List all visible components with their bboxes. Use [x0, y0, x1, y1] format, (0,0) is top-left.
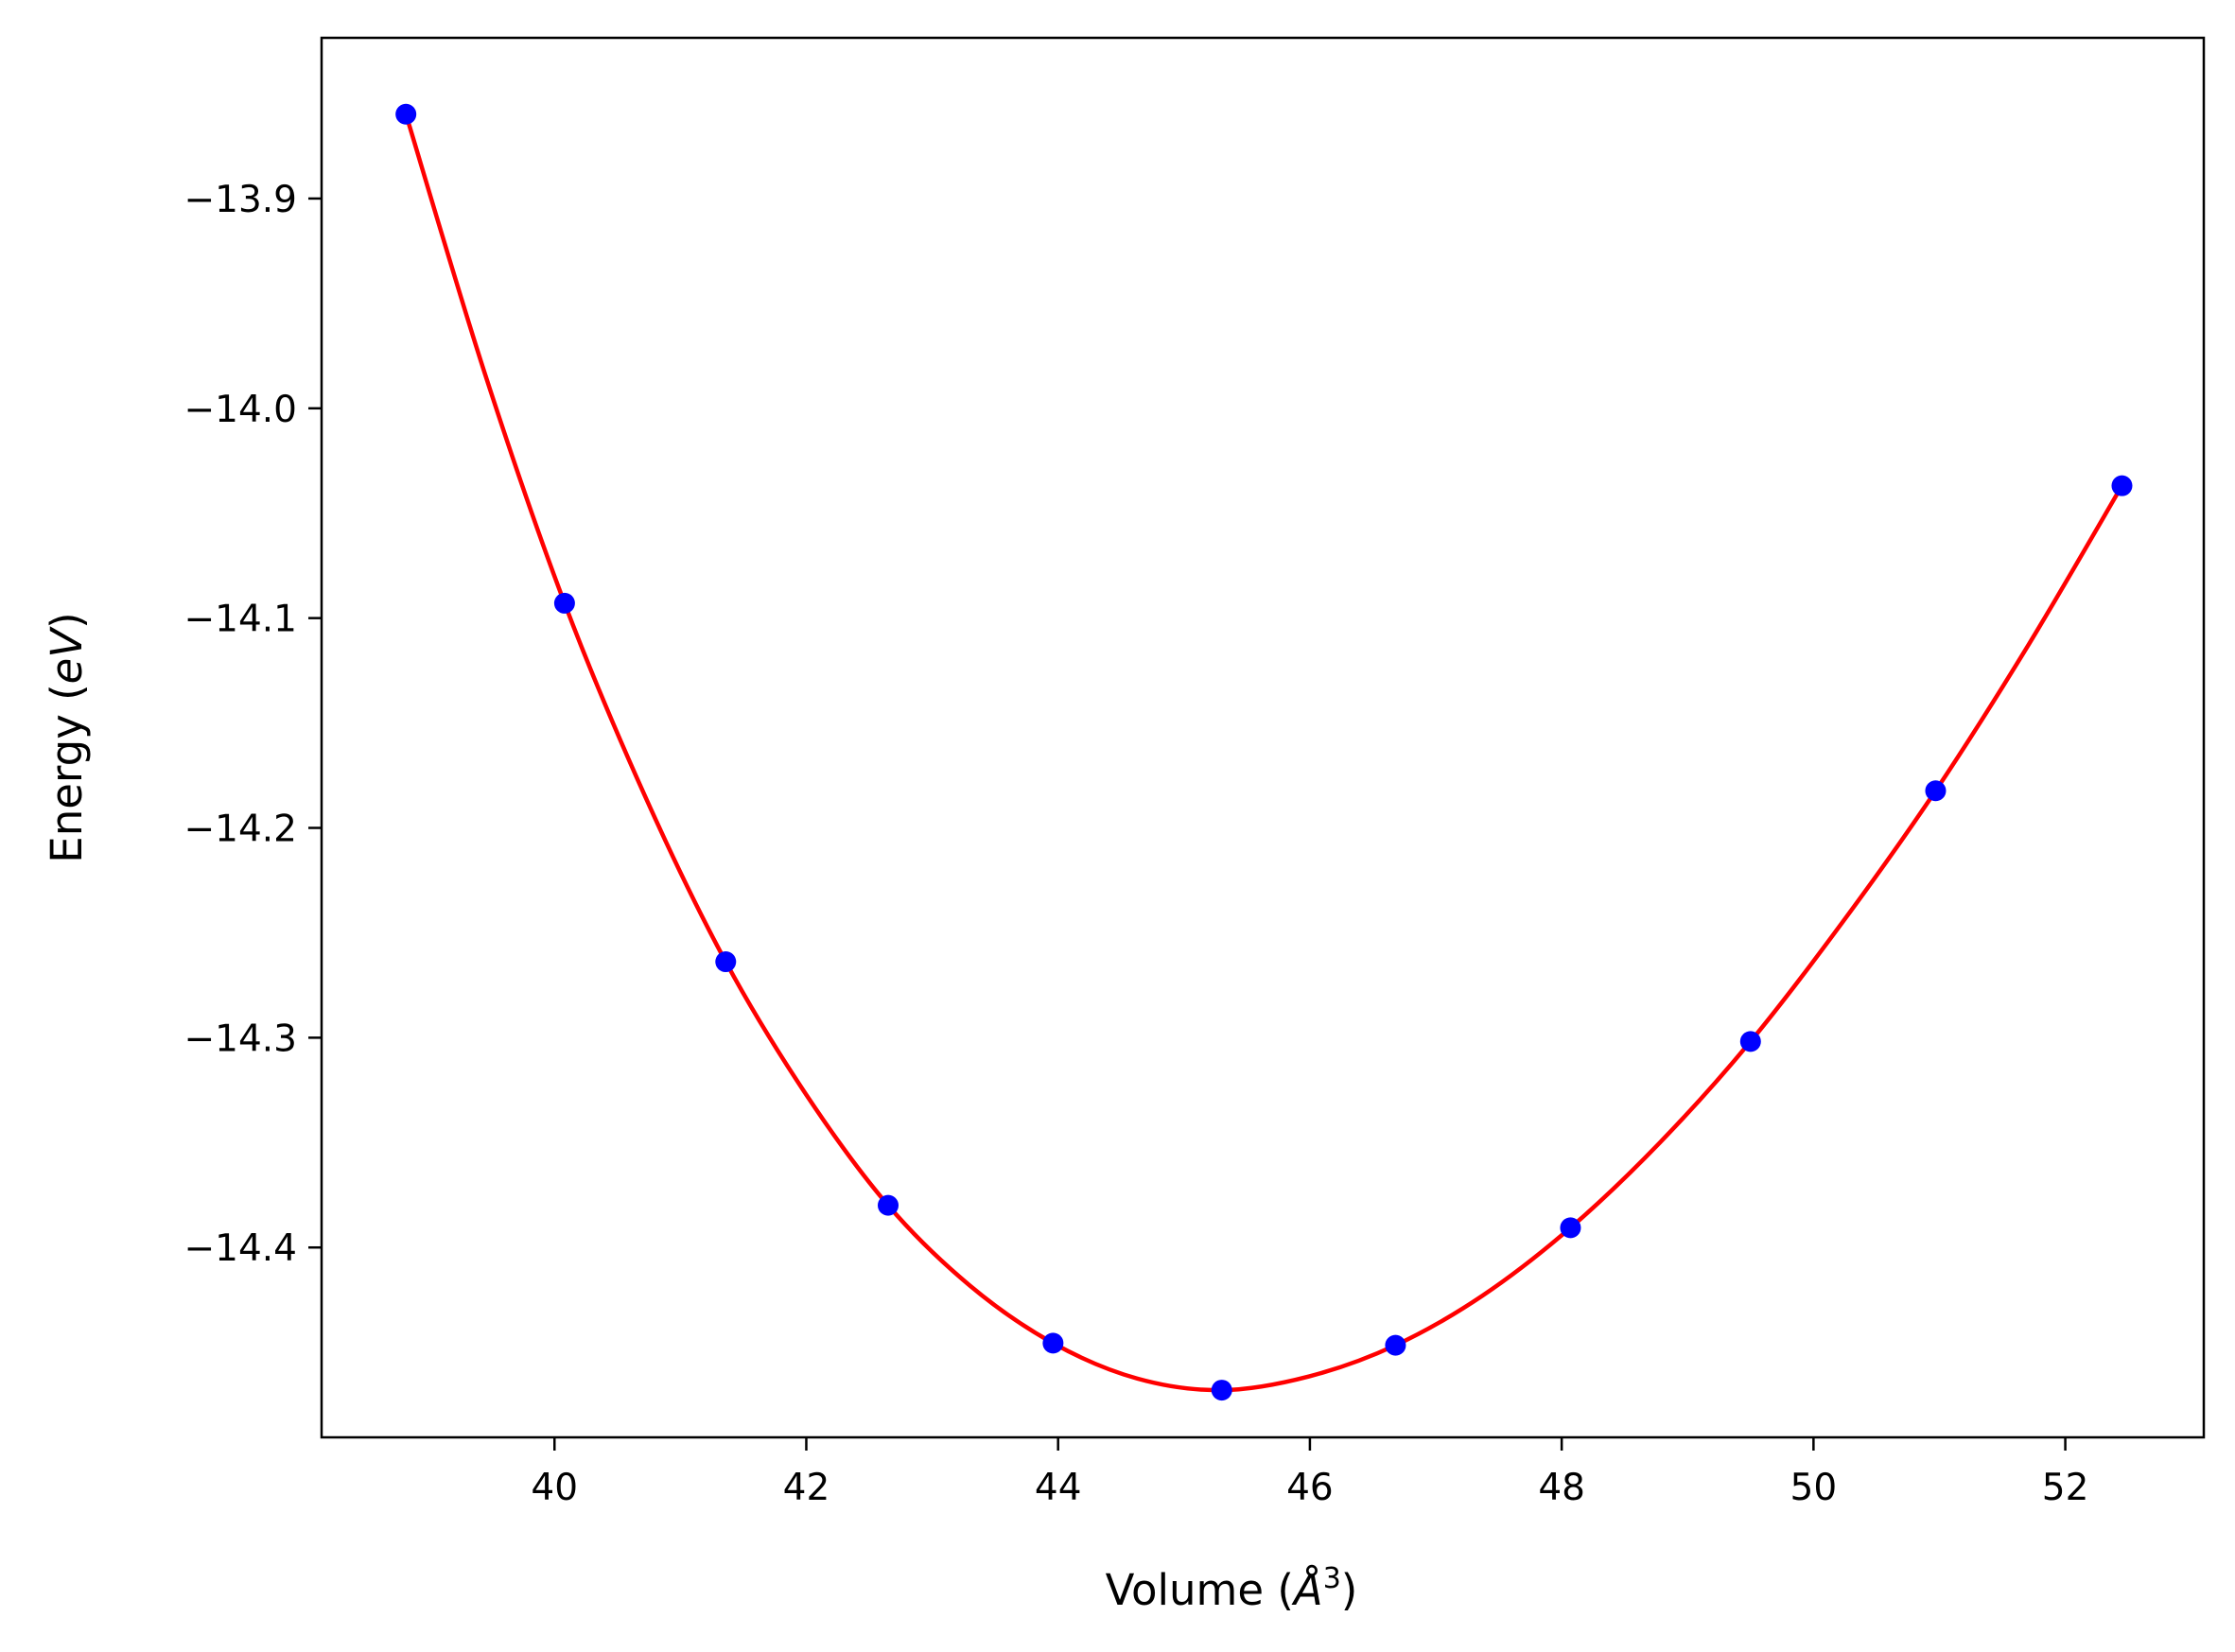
plot-area	[395, 103, 2133, 1401]
fit-curve-line	[404, 113, 2124, 1393]
x-axis-label: Volume (Å3)	[1106, 1562, 1358, 1615]
x-axis-unit-exponent: 3	[1323, 1562, 1341, 1595]
y-axis-label-close: )	[42, 612, 92, 629]
y-axis-ticks: −13.9 −14.0 −14.1 −14.2 −14.3 −14.4	[183, 179, 322, 1270]
y-axis-unit: eV	[42, 626, 92, 685]
data-point	[1925, 780, 1947, 802]
data-point	[553, 592, 575, 614]
data-point	[715, 951, 737, 973]
y-tick-label: −14.3	[183, 1017, 297, 1060]
x-axis-ticks: 40 42 44 46 48 50 52	[531, 1437, 2088, 1509]
data-point	[2111, 475, 2133, 496]
x-tick-label: 42	[783, 1467, 830, 1509]
x-tick-label: 46	[1286, 1467, 1334, 1509]
x-tick-label: 52	[2042, 1467, 2089, 1509]
y-axis-label-text: Energy (	[42, 684, 92, 862]
x-tick-label: 48	[1538, 1467, 1585, 1509]
data-point	[1042, 1332, 1064, 1354]
data-point	[1211, 1380, 1232, 1401]
data-point	[1739, 1031, 1761, 1052]
x-axis-unit: Å	[1291, 1565, 1323, 1615]
data-point	[395, 103, 417, 125]
y-tick-label: −13.9	[183, 179, 297, 221]
y-tick-label: −14.2	[183, 809, 297, 851]
x-axis-label-text: Volume (	[1106, 1565, 1294, 1615]
y-tick-label: −14.4	[183, 1227, 297, 1270]
data-points	[395, 103, 2133, 1401]
x-tick-label: 50	[1790, 1467, 1838, 1509]
y-axis-label: Energy (eV)	[42, 612, 92, 862]
data-point	[878, 1194, 899, 1216]
data-point	[1385, 1334, 1406, 1356]
x-tick-label: 40	[531, 1467, 578, 1509]
x-axis-label-close: )	[1341, 1565, 1358, 1615]
data-point	[1560, 1217, 1581, 1239]
y-tick-label: −14.1	[183, 599, 297, 641]
y-tick-label: −14.0	[183, 389, 297, 431]
x-tick-label: 44	[1035, 1467, 1082, 1509]
axes-frame	[320, 36, 2206, 1439]
